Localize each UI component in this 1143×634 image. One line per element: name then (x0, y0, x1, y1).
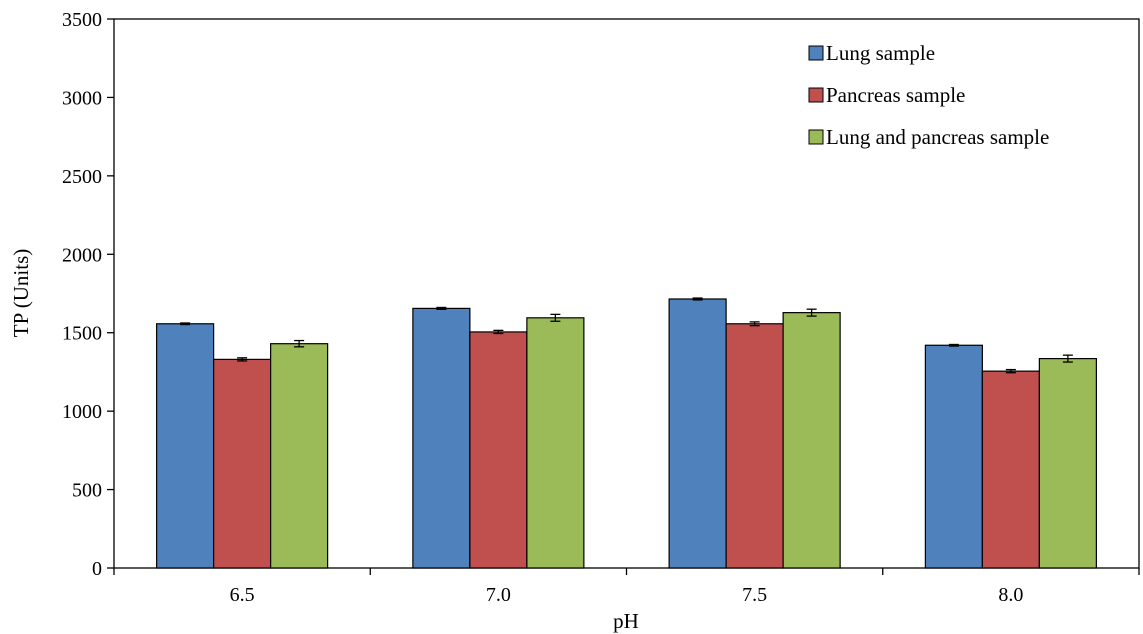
bar (782, 312, 841, 569)
bar (270, 343, 329, 569)
bar (981, 370, 1040, 569)
x-tick-label: 7.5 (742, 584, 767, 606)
legend-label: Lung and pancreas sample (826, 125, 1049, 149)
x-axis: 6.5 7.0 7.5 8.0 (113, 568, 1140, 606)
legend-swatch (808, 45, 824, 61)
bar (668, 298, 727, 569)
legend-swatch (808, 87, 824, 103)
bar (725, 323, 784, 569)
error-bars (180, 297, 1073, 374)
legend: Lung sample Pancreas sample Lung and pancr… (808, 41, 1049, 149)
legend-label: Lung sample (826, 41, 935, 65)
y-tick-label: 0 (92, 558, 102, 580)
y-axis: 0 500 1000 1500 2000 2500 3000 3500 (62, 9, 114, 580)
y-tick-label: 1000 (62, 401, 102, 423)
y-tick-label: 2000 (62, 244, 102, 266)
bar (526, 317, 585, 569)
x-axis-title: pH (613, 609, 639, 633)
bar (213, 358, 272, 569)
x-tick-label: 7.0 (486, 584, 511, 606)
bar (469, 331, 528, 569)
legend-swatch (808, 129, 824, 145)
bar (1038, 357, 1097, 569)
bar (412, 307, 471, 569)
bars (156, 298, 1097, 569)
x-tick-label: 6.5 (230, 584, 255, 606)
x-tick-label: 8.0 (998, 584, 1023, 606)
y-tick-label: 1500 (62, 323, 102, 345)
y-tick-label: 3500 (62, 9, 102, 31)
y-tick-label: 3000 (62, 87, 102, 109)
bar (924, 344, 983, 569)
y-axis-title: TP (Units) (9, 249, 33, 337)
bar (156, 323, 215, 569)
legend-label: Pancreas sample (826, 83, 965, 107)
y-tick-label: 500 (72, 480, 102, 502)
y-tick-label: 2500 (62, 166, 102, 188)
